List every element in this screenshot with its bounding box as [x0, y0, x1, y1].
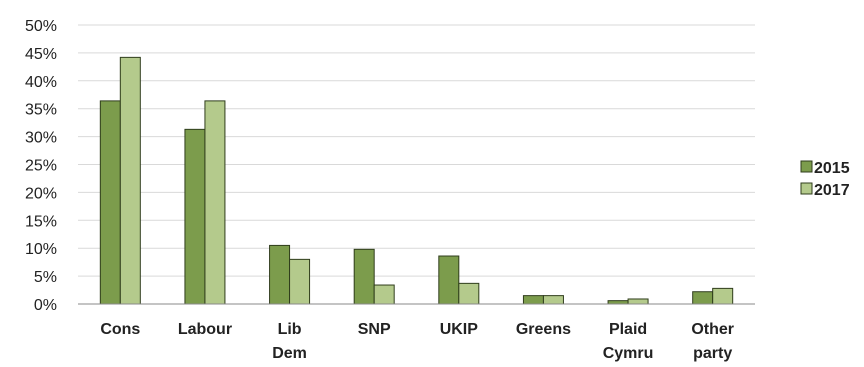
bar-2017-snp — [373, 284, 395, 305]
x-axis-category-labels: Cons Labour Lib Dem SNP UKIP Greens Plaid Cymru O… — [100, 321, 734, 362]
bar-2017-plaid-cymru — [627, 298, 649, 305]
legend-label-2017: 2017 — [814, 182, 850, 199]
x-category-label: UKIP — [440, 321, 479, 338]
gridlines — [78, 24, 755, 277]
y-tick-label: 15% — [25, 213, 57, 230]
bar-2015-labour — [184, 128, 206, 305]
y-axis-tick-labels: 0% 5% 10% 15% 20% 25% 30% 35% 40% 45% 50% — [25, 18, 57, 314]
bar-2015-snp — [353, 248, 375, 305]
legend-label-2015: 2015 — [814, 160, 850, 177]
y-tick-label: 5% — [34, 269, 57, 286]
legend-swatch-2017 — [800, 182, 813, 195]
bar-2017-greens — [542, 295, 564, 305]
x-category-label: Plaid — [609, 321, 647, 338]
bar-2017-other-party — [712, 287, 734, 305]
y-tick-label: 45% — [25, 46, 57, 63]
bar-2017-labour — [204, 100, 226, 305]
x-category-label: Lib — [278, 321, 302, 338]
legend-swatch-2015 — [800, 160, 813, 173]
x-category-label: Other — [691, 321, 734, 338]
y-tick-label: 0% — [34, 297, 57, 314]
legend: 2015 2017 — [800, 160, 850, 199]
y-tick-label: 20% — [25, 185, 57, 202]
x-category-label: Greens — [516, 321, 571, 338]
x-category-label: Cons — [100, 321, 140, 338]
y-tick-label: 30% — [25, 130, 57, 147]
x-category-label: SNP — [358, 321, 391, 338]
y-tick-label: 40% — [25, 74, 57, 91]
bar-2015-other-party — [692, 291, 714, 305]
y-tick-label: 35% — [25, 102, 57, 119]
x-category-label: Labour — [178, 321, 232, 338]
bar-2015-lib-dem — [269, 244, 291, 305]
y-tick-label: 25% — [25, 158, 57, 175]
bar-2017-cons — [119, 56, 141, 305]
bar-2015-cons — [99, 100, 121, 305]
bar-2017-lib-dem — [289, 258, 311, 305]
y-tick-label: 10% — [25, 241, 57, 258]
bar-2015-greens — [522, 295, 544, 305]
x-category-label: Cymru — [603, 345, 654, 362]
bar-2017-ukip — [458, 282, 480, 305]
bar-2015-ukip — [438, 255, 460, 305]
bar-2015-plaid-cymru — [607, 300, 629, 305]
y-tick-label: 50% — [25, 18, 57, 35]
x-category-label: Dem — [272, 345, 307, 362]
x-category-label: party — [693, 345, 732, 362]
bars — [99, 56, 734, 305]
